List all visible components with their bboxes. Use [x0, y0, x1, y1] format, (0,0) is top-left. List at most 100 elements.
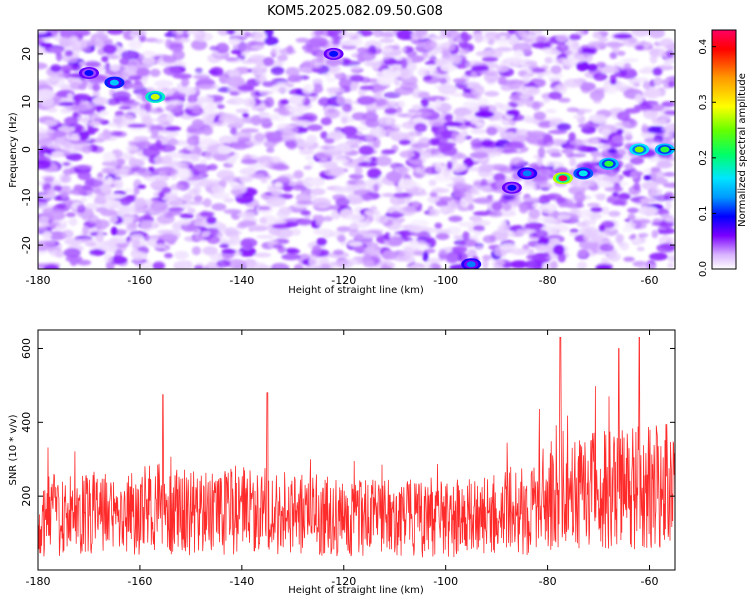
heatmap-cell: [239, 167, 258, 176]
heatmap-cell: [152, 261, 166, 269]
heatmap-cell: [222, 175, 239, 183]
heatmap-cell: [663, 182, 675, 188]
heatmap-cell: [449, 54, 462, 64]
heatmap-cell: [396, 30, 415, 40]
heatmap-hotspot: [634, 146, 644, 153]
heatmap-cell: [303, 84, 313, 95]
heatmap-cell: [414, 30, 428, 37]
heatmap-cell: [191, 39, 208, 51]
heatmap-cell: [191, 153, 200, 163]
heatmap-cell: [238, 246, 257, 257]
heatmap-cell: [647, 111, 660, 117]
heatmap-cell: [384, 107, 398, 115]
heatmap-cell: [477, 97, 489, 108]
y-tick-label: 400: [20, 412, 33, 433]
heatmap-cell: [380, 265, 393, 269]
heatmap-cell: [92, 90, 100, 97]
heatmap-cell: [141, 57, 156, 66]
colorbar-tick-label: 0.4: [698, 39, 709, 55]
heatmap-cell: [533, 111, 547, 121]
heatmap-cell: [55, 249, 65, 258]
heatmap-cell: [112, 90, 131, 102]
heatmap-hotspot: [329, 50, 339, 57]
heatmap-cell: [134, 197, 147, 209]
heatmap-cell: [470, 128, 489, 134]
heatmap-cell: [549, 49, 561, 56]
heatmap-cell: [100, 183, 112, 194]
heatmap-cell: [556, 214, 571, 221]
heatmap-cell: [463, 157, 474, 168]
y-tick-label: 200: [20, 486, 33, 507]
heatmap-cell: [573, 114, 582, 120]
heatmap-cell: [154, 79, 174, 88]
heatmap-cell: [577, 48, 596, 54]
heatmap-cell: [140, 220, 155, 230]
heatmap-cell: [519, 203, 529, 214]
heatmap-cell: [78, 238, 94, 244]
heatmap-cell: [356, 95, 376, 106]
heatmap-cell: [517, 30, 527, 39]
heatmap-cell: [223, 208, 242, 215]
heatmap-cell: [121, 215, 136, 221]
heatmap-cell: [126, 83, 145, 89]
heatmap-cell: [74, 95, 81, 106]
heatmap-cell: [155, 116, 168, 124]
heatmap-hotspot: [84, 70, 94, 76]
heatmap-cell: [193, 195, 203, 202]
heatmap-cell: [550, 260, 558, 269]
heatmap-cell: [270, 66, 285, 76]
heatmap-cell: [473, 211, 492, 216]
heatmap-cell: [365, 118, 380, 128]
heatmap-cell: [157, 229, 174, 235]
heatmap-cell: [414, 110, 432, 117]
x-tick-label: -120: [331, 274, 356, 287]
heatmap-cell: [114, 174, 129, 179]
heatmap-cell: [358, 145, 374, 156]
heatmap-cell: [143, 233, 150, 242]
heatmap-cell: [586, 63, 598, 72]
heatmap-cell: [202, 198, 212, 208]
heatmap-cell: [396, 106, 403, 113]
heatmap-cell: [136, 94, 143, 100]
heatmap-cell: [532, 229, 549, 239]
heatmap-cell: [505, 56, 524, 67]
heatmap-cell: [164, 125, 182, 132]
heatmap-cell: [370, 83, 385, 94]
heatmap-cell: [555, 73, 564, 78]
heatmap-cell: [62, 57, 79, 63]
heatmap-cell: [170, 183, 184, 191]
heatmap-cell: [462, 231, 470, 241]
heatmap-cell: [656, 243, 675, 253]
heatmap-cell: [306, 134, 318, 144]
heatmap-cell: [155, 140, 163, 146]
heatmap-cell: [118, 105, 132, 110]
heatmap-cell: [255, 75, 267, 84]
heatmap-cell: [386, 118, 393, 126]
heatmap-cell: [550, 152, 562, 158]
heatmap-cell: [459, 238, 478, 248]
heatmap-cell: [60, 108, 72, 114]
heatmap-cell: [145, 174, 157, 182]
heatmap-cell: [525, 34, 538, 40]
heatmap-cell: [453, 180, 467, 188]
heatmap-cell: [643, 87, 662, 99]
heatmap-cell: [255, 62, 268, 74]
heatmap-cell: [295, 200, 316, 206]
heatmap-cell: [288, 95, 306, 105]
heatmap-cell: [508, 102, 519, 108]
heatmap-cell: [46, 210, 66, 221]
heatmap-cell: [194, 67, 203, 74]
heatmap-cell: [608, 210, 621, 217]
heatmap-cell: [409, 263, 428, 269]
heatmap-cell: [137, 184, 146, 189]
heatmap-cell: [216, 231, 224, 238]
heatmap-cell: [482, 258, 489, 269]
heatmap-cell: [70, 133, 81, 142]
heatmap-hotspot: [109, 79, 119, 86]
heatmap-cell: [230, 135, 240, 143]
heatmap-cell: [518, 86, 530, 92]
heatmap-cell: [172, 73, 193, 79]
heatmap-cell: [38, 132, 50, 140]
heatmap-cell: [475, 227, 485, 232]
heatmap-cell: [590, 151, 602, 157]
